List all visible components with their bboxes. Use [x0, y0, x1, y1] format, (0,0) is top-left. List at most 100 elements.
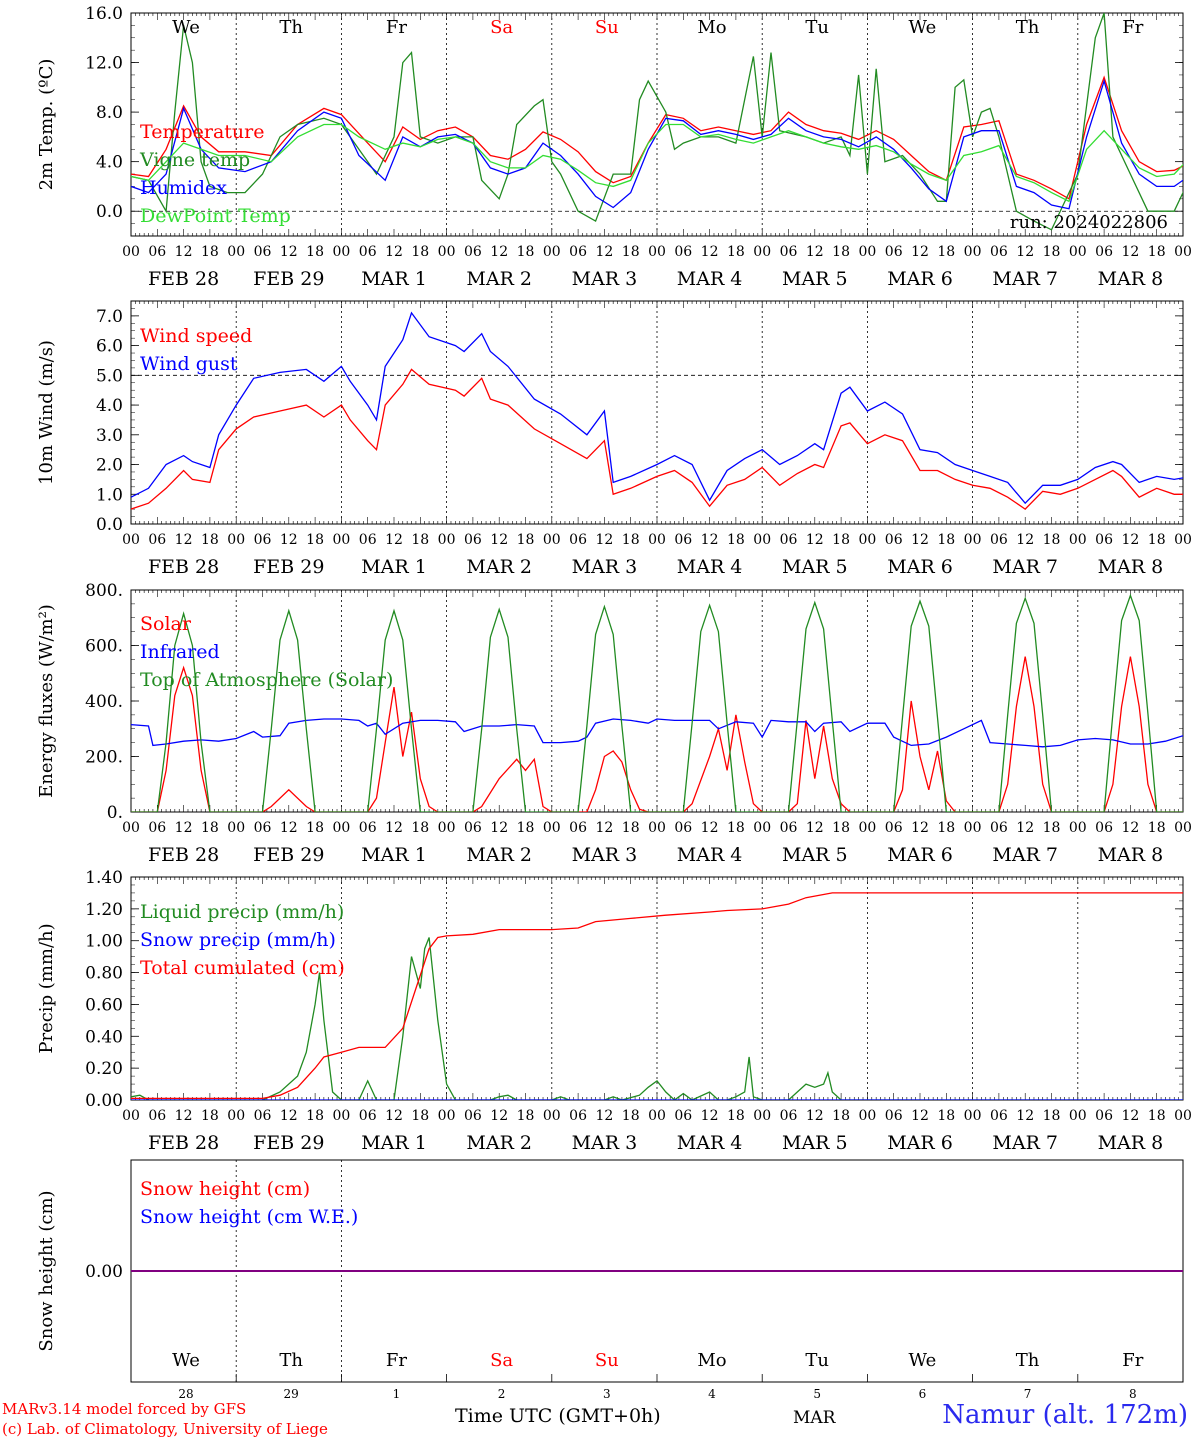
series-line-dewpoint-temp: [131, 123, 1183, 203]
hour-tick-label: 06: [148, 244, 166, 260]
weekday-label: We: [909, 1350, 937, 1371]
hour-tick-label: 06: [1095, 820, 1113, 836]
series-line-wind-speed: [131, 368, 1183, 510]
date-label: MAR 3: [572, 844, 638, 866]
hour-tick-label: 12: [1016, 1108, 1034, 1124]
y-tick-label: 4.0: [96, 153, 123, 173]
hour-tick-label: 12: [280, 532, 298, 548]
hour-tick-label: 18: [622, 1108, 640, 1124]
date-label: MAR 4: [677, 556, 743, 578]
hour-tick-label: 06: [464, 532, 482, 548]
y-axis-label: 2m Temp. (ºC): [36, 59, 57, 191]
y-tick-label: 7.0: [96, 307, 123, 327]
hour-tick-label: 12: [280, 244, 298, 260]
hour-tick-label: 12: [595, 820, 613, 836]
hour-tick-label: 12: [595, 532, 613, 548]
panel-wind: 0.0 1.0 2.0 3.0 4.0 5.0 6.0 7.0 10m Wind (m/s) Wi…: [36, 300, 1192, 578]
hour-tick-label: 06: [254, 1108, 272, 1124]
hour-tick-label: 00: [1069, 820, 1087, 836]
day-number-label: 7: [1024, 1387, 1032, 1401]
hour-tick-label: 12: [595, 244, 613, 260]
date-label: MAR 7: [992, 1132, 1058, 1154]
hour-tick-label: 06: [1095, 1108, 1113, 1124]
y-tick-label: 0.40: [85, 1027, 123, 1047]
hour-tick-label: 18: [1043, 1108, 1061, 1124]
date-label: FEB 29: [253, 268, 324, 290]
date-label: FEB 29: [253, 556, 324, 578]
hour-tick-label: 18: [411, 532, 429, 548]
hour-tick-label: 06: [1095, 532, 1113, 548]
panel-energy: 0. 200. 400. 600. 800. Energy fluxes (W/m²) So…: [36, 581, 1192, 866]
hour-tick-label: 18: [832, 532, 850, 548]
hour-tick-label: 00: [332, 532, 350, 548]
hour-tick-label: 18: [937, 532, 955, 548]
y-tick-label: 12.0: [85, 54, 123, 74]
hour-tick-label: 18: [1043, 244, 1061, 260]
hour-tick-label: 12: [806, 244, 824, 260]
hour-tick-label: 00: [332, 1108, 350, 1124]
date-label: MAR 5: [782, 844, 848, 866]
hour-tick-label: 12: [175, 244, 193, 260]
hour-tick-label: 00: [753, 1108, 771, 1124]
day-number-label: 28: [178, 1387, 193, 1401]
weekday-label: Mo: [697, 17, 726, 38]
hour-tick-label: 18: [832, 820, 850, 836]
hour-tick-label: 18: [411, 244, 429, 260]
hour-tick-label: 06: [464, 820, 482, 836]
hour-tick-label: 00: [964, 1108, 982, 1124]
hour-tick-label: 18: [727, 244, 745, 260]
y-tick-label: 1.00: [85, 932, 123, 952]
series-line-wind-gust: [131, 311, 1183, 505]
hour-tick-label: 18: [306, 244, 324, 260]
hour-tick-label: 18: [1148, 1108, 1166, 1124]
date-label: MAR 8: [1098, 268, 1164, 290]
hour-tick-label: 06: [359, 532, 377, 548]
date-label: MAR 5: [782, 268, 848, 290]
hour-tick-label: 12: [911, 820, 929, 836]
hour-tick-label: 12: [175, 820, 193, 836]
y-tick-label: 600.: [85, 637, 123, 657]
hour-tick-label: 18: [517, 532, 535, 548]
hour-tick-label: 00: [648, 244, 666, 260]
hour-tick-label: 06: [674, 820, 692, 836]
hour-tick-label: 06: [674, 244, 692, 260]
hour-tick-label: 06: [569, 820, 587, 836]
hour-tick-label: 18: [727, 532, 745, 548]
weekday-label: Fr: [386, 1350, 407, 1371]
y-tick-label: 6.0: [96, 337, 123, 357]
hour-tick-label: 00: [543, 244, 561, 260]
model-credit-line: MARv3.14 model forced by GFS: [2, 1400, 247, 1418]
hour-tick-label: 12: [1121, 532, 1139, 548]
date-label: MAR 2: [466, 556, 532, 578]
y-tick-label: 16.0: [85, 4, 123, 24]
legend-entry: Total cumulated (cm): [140, 957, 345, 979]
hour-tick-label: 18: [517, 820, 535, 836]
hour-tick-label: 12: [280, 820, 298, 836]
hour-tick-label: 00: [438, 244, 456, 260]
hour-tick-label: 00: [648, 1108, 666, 1124]
hour-tick-label: 06: [359, 244, 377, 260]
hour-tick-label: 18: [306, 1108, 324, 1124]
hour-tick-label: 00: [227, 1108, 245, 1124]
run-label: run: 2024022806: [1010, 212, 1168, 233]
legend-entry: Temperature: [140, 121, 264, 143]
hour-tick-label: 00: [227, 532, 245, 548]
date-label: FEB 29: [253, 844, 324, 866]
weekday-label: Th: [279, 17, 303, 38]
hour-tick-label: 06: [990, 1108, 1008, 1124]
date-label: MAR 3: [572, 556, 638, 578]
hour-tick-label: 18: [937, 244, 955, 260]
weekday-label: Fr: [386, 17, 407, 38]
weekday-label: Sa: [490, 1350, 513, 1371]
date-label: MAR 1: [361, 556, 427, 578]
panel-precip: 0.00 0.20 0.40 0.60 0.80 1.00 1.20 1.40 Precip (…: [36, 868, 1192, 1154]
hour-tick-label: 06: [1095, 244, 1113, 260]
y-axis-label: 10m Wind (m/s): [36, 340, 57, 485]
hour-tick-label: 06: [990, 820, 1008, 836]
weekday-label: Mo: [697, 1350, 726, 1371]
day-number-label: 1: [393, 1387, 401, 1401]
hour-tick-label: 00: [753, 820, 771, 836]
hour-tick-label: 12: [490, 1108, 508, 1124]
hour-tick-label: 06: [464, 244, 482, 260]
panel-temp: 0.0 4.0 8.0 12.0 16.0 2m Temp. (ºC) Temperatur…: [36, 4, 1192, 290]
